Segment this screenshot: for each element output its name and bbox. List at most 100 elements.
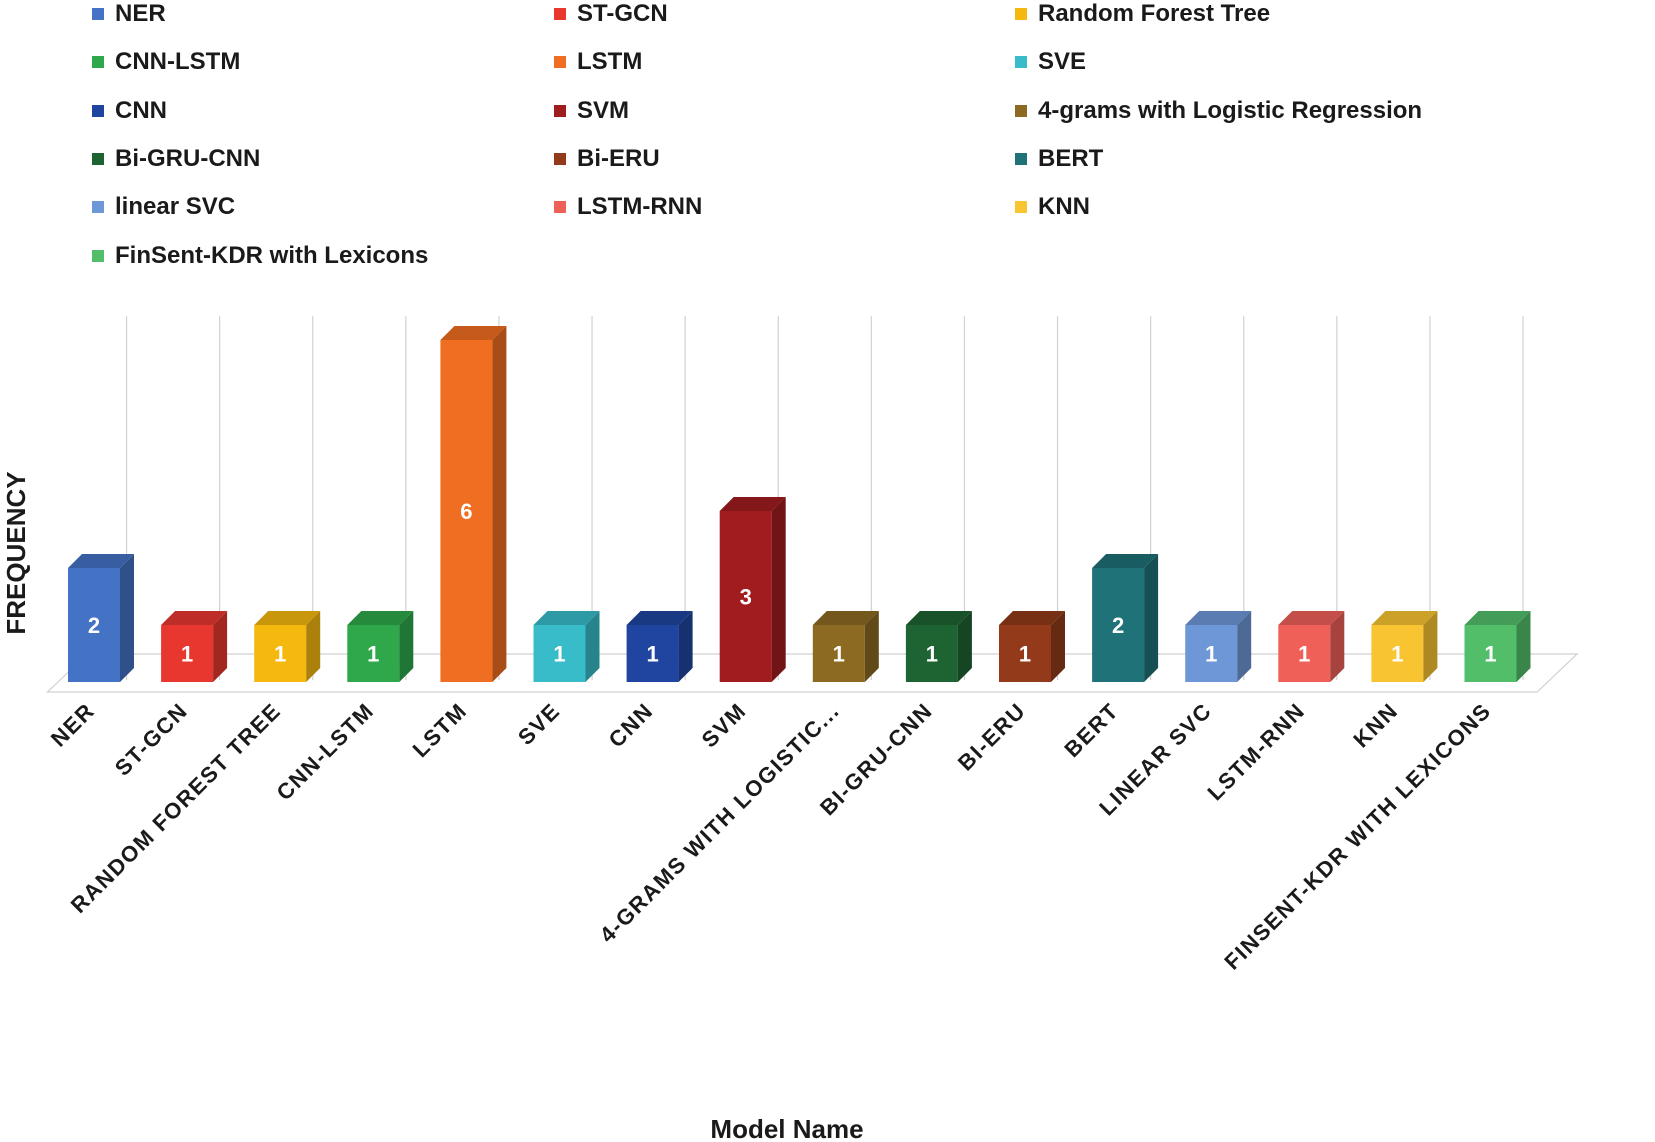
bars: 21 1 161 131 1 121 1 1 1 — [68, 326, 1531, 682]
legend-label: linear SVC — [115, 193, 236, 221]
bar-side — [1423, 611, 1438, 682]
legend-swatch — [92, 8, 104, 20]
bar: 1 — [1371, 611, 1438, 682]
legend-swatch — [1015, 201, 1027, 214]
data-label: 1 — [646, 642, 658, 667]
x-axis-title: Model Name — [710, 1114, 863, 1142]
bar-front — [1371, 625, 1424, 682]
bar-side — [1330, 611, 1345, 682]
data-label: 1 — [1298, 642, 1310, 667]
bar-top — [533, 611, 600, 625]
bar: 1 — [1464, 611, 1531, 682]
x-tick-label: NER — [46, 698, 100, 752]
x-tick-label: CNN — [604, 698, 659, 753]
bar-front — [719, 511, 772, 682]
bar-front — [1185, 625, 1238, 682]
legend-label: 4-grams with Logistic Regression — [1038, 96, 1423, 124]
bar: 6 — [440, 326, 507, 682]
legend-swatch — [92, 201, 104, 214]
bar: 1 — [626, 611, 693, 682]
legend-item: CNN-LSTM — [92, 42, 240, 82]
legend-swatch — [554, 56, 566, 69]
bar-side — [1516, 611, 1531, 682]
legend-item: NER — [92, 0, 166, 34]
bar-top — [999, 611, 1065, 625]
legend-item: KNN — [1015, 187, 1090, 227]
bar-top — [68, 554, 134, 568]
bar-side — [771, 497, 786, 682]
bar: 1 — [161, 611, 228, 682]
bar-top — [1278, 611, 1345, 625]
bar-front — [440, 340, 493, 682]
data-label: 1 — [1391, 642, 1403, 667]
bar-front — [1092, 568, 1145, 682]
data-label: 6 — [460, 499, 472, 524]
bar-side — [678, 611, 693, 682]
bar-top — [254, 611, 321, 625]
bar-front — [161, 625, 214, 682]
legend-swatch — [554, 201, 566, 214]
legend-label: SVE — [1038, 48, 1087, 76]
bar-front — [999, 625, 1051, 682]
legend-swatch — [1015, 56, 1027, 69]
bar-top — [905, 611, 972, 625]
y-axis-title: FREQUENCY — [1, 471, 31, 634]
bar: 1 — [812, 611, 879, 682]
data-label: 1 — [367, 642, 379, 667]
x-tick-label: LSTM-RNN — [1202, 698, 1309, 805]
bar-front — [812, 625, 865, 682]
legend-label: BERT — [1038, 144, 1104, 172]
legend-label: Bi-GRU-CNN — [115, 144, 261, 172]
data-label: 1 — [181, 642, 193, 667]
legend-item: Bi-GRU-CNN — [92, 139, 260, 179]
bar-top — [1092, 554, 1159, 568]
bar: 1 — [999, 611, 1065, 682]
legend-item: LSTM-RNN — [554, 187, 702, 227]
bar: 1 — [533, 611, 600, 682]
legend-label: CNN — [115, 96, 167, 124]
bar-front — [1464, 625, 1517, 682]
x-tick-label: KNN — [1348, 698, 1403, 753]
bar-top — [1371, 611, 1438, 625]
bar: 1 — [1185, 611, 1252, 682]
legend-swatch — [92, 152, 104, 165]
legend-item: CNN — [92, 91, 167, 131]
data-label: 2 — [88, 613, 100, 638]
bar-side — [492, 326, 507, 682]
bar-front — [626, 625, 679, 682]
data-label: 1 — [1205, 642, 1217, 667]
data-label: 1 — [553, 642, 565, 667]
legend-label: CNN-LSTM — [115, 48, 241, 76]
legend-item: SVM — [554, 91, 629, 131]
bar-top — [161, 611, 228, 625]
legend-label: LSTM — [577, 48, 643, 76]
bar-front — [1278, 625, 1331, 682]
bar: 1 — [347, 611, 414, 682]
bar-side — [1144, 554, 1159, 682]
x-tick-label: ST-GCN — [110, 698, 193, 781]
bar-side — [957, 611, 972, 682]
bar-front — [347, 625, 400, 682]
bar: 1 — [1278, 611, 1345, 682]
legend-swatch — [1015, 152, 1027, 165]
bar: 1 — [905, 611, 972, 682]
x-tick-label: SVE — [513, 698, 565, 750]
legend-swatch — [1015, 8, 1027, 20]
data-label: 3 — [740, 585, 752, 610]
bar: 2 — [1092, 554, 1159, 682]
bar-side — [1237, 611, 1252, 682]
data-label: 2 — [1112, 613, 1124, 638]
legend-label: Bi-ERU — [577, 144, 660, 172]
bar-top — [1464, 611, 1531, 625]
legend-label: SVM — [577, 96, 630, 124]
legend-item: linear SVC — [92, 187, 235, 227]
legend-label: NER — [115, 0, 166, 27]
bar-top — [347, 611, 414, 625]
bar-top — [719, 497, 786, 511]
bar-top — [812, 611, 879, 625]
data-label: 1 — [274, 642, 286, 667]
bar: 3 — [719, 497, 786, 682]
bar-top — [440, 326, 507, 340]
